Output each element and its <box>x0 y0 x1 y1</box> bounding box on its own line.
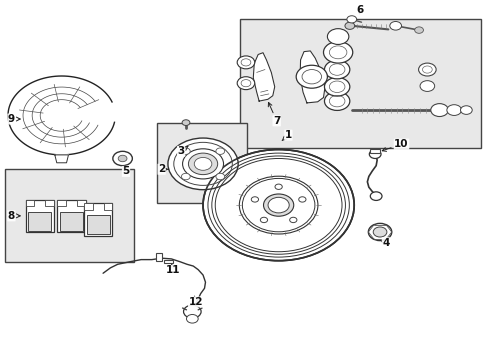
Circle shape <box>251 197 258 202</box>
Polygon shape <box>300 51 325 103</box>
Bar <box>163 260 172 263</box>
Bar <box>57 200 65 206</box>
Circle shape <box>368 150 380 158</box>
Circle shape <box>327 29 348 44</box>
Circle shape <box>296 65 327 88</box>
Circle shape <box>414 27 423 33</box>
Circle shape <box>216 173 224 180</box>
Text: 7: 7 <box>268 103 280 126</box>
Circle shape <box>369 192 381 201</box>
Circle shape <box>324 92 349 111</box>
Bar <box>84 203 92 210</box>
Circle shape <box>188 153 217 175</box>
Bar <box>45 200 54 206</box>
Circle shape <box>324 60 349 79</box>
Circle shape <box>346 16 356 23</box>
Circle shape <box>446 105 461 116</box>
Text: 2: 2 <box>158 164 168 174</box>
Circle shape <box>237 56 254 69</box>
Circle shape <box>274 184 282 189</box>
Bar <box>157 123 246 203</box>
Circle shape <box>267 197 288 213</box>
Circle shape <box>181 148 190 154</box>
Bar <box>86 215 110 234</box>
Circle shape <box>194 157 211 170</box>
Bar <box>4 169 134 262</box>
Bar <box>57 200 85 232</box>
Circle shape <box>186 315 198 323</box>
Text: 9: 9 <box>8 114 20 124</box>
Bar <box>60 212 83 230</box>
Bar <box>25 200 54 232</box>
Circle shape <box>242 179 314 232</box>
Circle shape <box>323 41 352 63</box>
Circle shape <box>418 63 435 76</box>
Text: 8: 8 <box>8 211 20 221</box>
Text: 10: 10 <box>382 139 408 151</box>
Circle shape <box>367 224 391 240</box>
Circle shape <box>344 22 354 30</box>
Text: 11: 11 <box>165 264 180 275</box>
Text: 5: 5 <box>122 166 129 176</box>
Circle shape <box>113 151 132 166</box>
Circle shape <box>167 138 238 190</box>
Circle shape <box>263 194 293 216</box>
Polygon shape <box>253 53 274 101</box>
Text: 4: 4 <box>380 238 389 248</box>
Circle shape <box>182 149 223 179</box>
Text: 3: 3 <box>177 146 187 156</box>
Circle shape <box>118 155 127 162</box>
Circle shape <box>419 81 434 91</box>
Circle shape <box>239 176 317 234</box>
Circle shape <box>237 77 254 90</box>
Circle shape <box>430 104 447 117</box>
Bar <box>103 203 112 210</box>
Circle shape <box>372 227 386 237</box>
Bar <box>156 253 162 261</box>
Polygon shape <box>55 155 68 163</box>
Text: 1: 1 <box>282 130 291 141</box>
Circle shape <box>216 148 224 154</box>
Bar <box>84 203 112 235</box>
Text: 12: 12 <box>188 296 203 307</box>
Circle shape <box>298 197 305 202</box>
Circle shape <box>389 22 401 30</box>
Circle shape <box>260 217 267 222</box>
Bar <box>28 212 51 230</box>
Circle shape <box>181 173 190 180</box>
Circle shape <box>183 305 201 318</box>
Bar <box>369 149 379 153</box>
Bar <box>25 200 34 206</box>
Circle shape <box>324 77 349 96</box>
Circle shape <box>460 106 471 114</box>
Circle shape <box>182 120 189 126</box>
Circle shape <box>289 217 296 222</box>
Text: 6: 6 <box>355 5 363 15</box>
Bar <box>239 19 480 148</box>
Bar <box>77 200 85 206</box>
Polygon shape <box>8 76 114 155</box>
Circle shape <box>203 149 353 261</box>
